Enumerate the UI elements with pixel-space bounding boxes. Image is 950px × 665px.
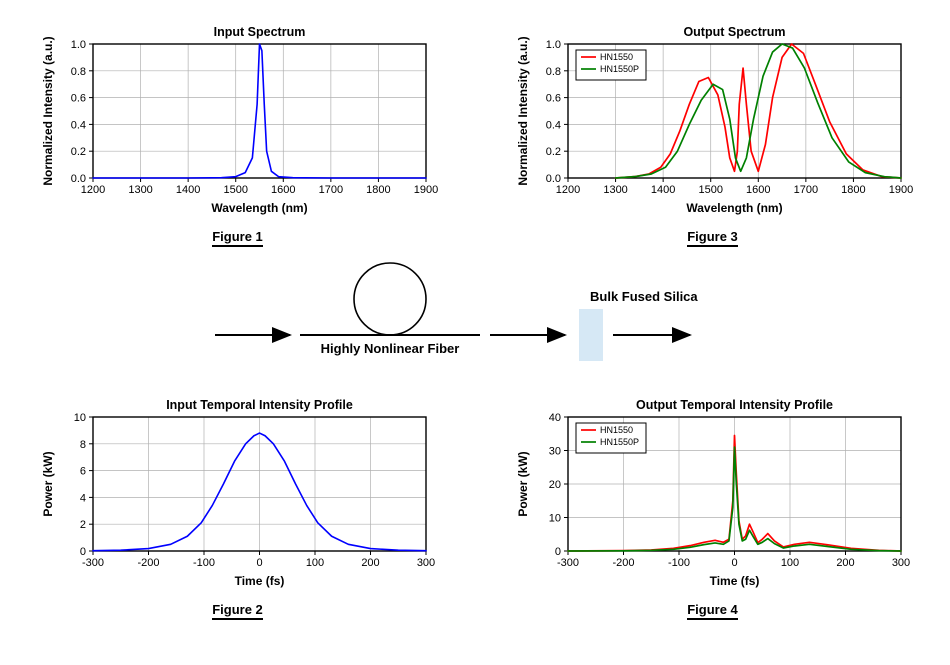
svg-text:0.6: 0.6: [545, 93, 560, 105]
svg-text:300: 300: [891, 557, 909, 569]
svg-text:Output Temporal Intensity Prof: Output Temporal Intensity Profile: [635, 398, 832, 412]
svg-text:200: 200: [361, 557, 379, 569]
svg-text:10: 10: [548, 513, 560, 525]
svg-text:Highly Nonlinear Fiber: Highly Nonlinear Fiber: [321, 341, 460, 356]
svg-text:Normalized Intensity (a.u.): Normalized Intensity (a.u.): [516, 36, 530, 185]
svg-text:1600: 1600: [271, 184, 295, 196]
svg-text:8: 8: [79, 439, 85, 451]
fig1-chart: 1200 1300 1400 1500 1600 1700 1800 1900 0.0 0.2 0.…: [38, 20, 438, 225]
svg-text:6: 6: [79, 466, 85, 478]
fig4-label: Figure 4: [687, 602, 738, 620]
svg-text:1900: 1900: [413, 184, 437, 196]
svg-text:1200: 1200: [80, 184, 104, 196]
svg-text:1300: 1300: [128, 184, 152, 196]
svg-text:1700: 1700: [793, 184, 817, 196]
fig3-label: Figure 3: [687, 229, 738, 247]
svg-text:Bulk Fused Silica: Bulk Fused Silica: [590, 289, 698, 304]
svg-text:0: 0: [79, 546, 85, 558]
svg-text:0.0: 0.0: [545, 173, 560, 185]
fig4-chart: -300 -200 -100 0 100 200 300 0 10 20 30 40 HN1550 HN1…: [513, 393, 913, 598]
svg-text:Normalized Intensity (a.u.): Normalized Intensity (a.u.): [41, 36, 55, 185]
svg-text:Input Temporal Intensity Profi: Input Temporal Intensity Profile: [166, 398, 353, 412]
figure-grid: 1200 1300 1400 1500 1600 1700 1800 1900 0.0 0.2 0.…: [30, 20, 920, 620]
svg-text:0.6: 0.6: [70, 93, 85, 105]
svg-text:HN1550P: HN1550P: [600, 437, 639, 447]
fig2-cell: -300 -200 -100 0 100 200 300 0 2 4 6 8 10 Time (fs) Po…: [30, 393, 445, 620]
fig1-label: Figure 1: [212, 229, 263, 247]
svg-text:30: 30: [548, 446, 560, 458]
svg-text:1500: 1500: [223, 184, 247, 196]
svg-text:Output Spectrum: Output Spectrum: [683, 25, 785, 39]
svg-text:2: 2: [79, 519, 85, 531]
svg-text:0.0: 0.0: [70, 173, 85, 185]
svg-text:0.8: 0.8: [70, 66, 85, 78]
svg-text:Wavelength (nm): Wavelength (nm): [211, 201, 307, 215]
svg-text:0.2: 0.2: [545, 146, 560, 158]
svg-text:4: 4: [79, 492, 85, 504]
svg-text:1300: 1300: [603, 184, 627, 196]
svg-text:1900: 1900: [888, 184, 912, 196]
svg-text:200: 200: [836, 557, 854, 569]
svg-text:1600: 1600: [746, 184, 770, 196]
svg-text:0.4: 0.4: [545, 119, 560, 131]
svg-text:1700: 1700: [318, 184, 342, 196]
svg-text:1400: 1400: [650, 184, 674, 196]
svg-text:1.0: 1.0: [545, 39, 560, 51]
optics-diagram: Highly Nonlinear Fiber Bulk Fused Silica: [30, 255, 920, 385]
svg-text:HN1550P: HN1550P: [600, 64, 639, 74]
svg-text:HN1550: HN1550: [600, 52, 633, 62]
fig1-cell: 1200 1300 1400 1500 1600 1700 1800 1900 0.0 0.2 0.…: [30, 20, 445, 247]
svg-text:1800: 1800: [366, 184, 390, 196]
svg-text:0.2: 0.2: [70, 146, 85, 158]
svg-text:-100: -100: [667, 557, 689, 569]
svg-text:1500: 1500: [698, 184, 722, 196]
svg-text:100: 100: [305, 557, 323, 569]
fig2-label: Figure 2: [212, 602, 263, 620]
svg-text:HN1550: HN1550: [600, 425, 633, 435]
svg-text:Power (kW): Power (kW): [516, 451, 530, 516]
svg-text:10: 10: [73, 412, 85, 424]
svg-text:0.4: 0.4: [70, 119, 85, 131]
svg-text:-300: -300: [81, 557, 103, 569]
svg-text:-100: -100: [192, 557, 214, 569]
svg-text:-200: -200: [612, 557, 634, 569]
svg-text:Input Spectrum: Input Spectrum: [213, 25, 305, 39]
svg-text:300: 300: [416, 557, 434, 569]
svg-text:40: 40: [548, 412, 560, 424]
svg-text:0.8: 0.8: [545, 66, 560, 78]
svg-text:1200: 1200: [555, 184, 579, 196]
svg-text:1.0: 1.0: [70, 39, 85, 51]
svg-text:Time (fs): Time (fs): [234, 574, 284, 588]
svg-text:Power (kW): Power (kW): [41, 451, 55, 516]
fig4-cell: -300 -200 -100 0 100 200 300 0 10 20 30 40 HN1550 HN1…: [505, 393, 920, 620]
svg-text:100: 100: [780, 557, 798, 569]
svg-text:0: 0: [256, 557, 262, 569]
fig2-chart: -300 -200 -100 0 100 200 300 0 2 4 6 8 10 Time (fs) Po…: [38, 393, 438, 598]
svg-text:-200: -200: [137, 557, 159, 569]
svg-text:1800: 1800: [841, 184, 865, 196]
svg-text:1400: 1400: [175, 184, 199, 196]
fig3-cell: 1200 1300 1400 1500 1600 1700 1800 1900 0.0 0.2 0.…: [505, 20, 920, 247]
svg-text:0: 0: [731, 557, 737, 569]
svg-text:Wavelength (nm): Wavelength (nm): [686, 201, 782, 215]
svg-text:20: 20: [548, 479, 560, 491]
svg-text:Time (fs): Time (fs): [709, 574, 759, 588]
svg-text:0: 0: [554, 546, 560, 558]
fig3-chart: 1200 1300 1400 1500 1600 1700 1800 1900 0.0 0.2 0.…: [513, 20, 913, 225]
svg-text:-300: -300: [556, 557, 578, 569]
